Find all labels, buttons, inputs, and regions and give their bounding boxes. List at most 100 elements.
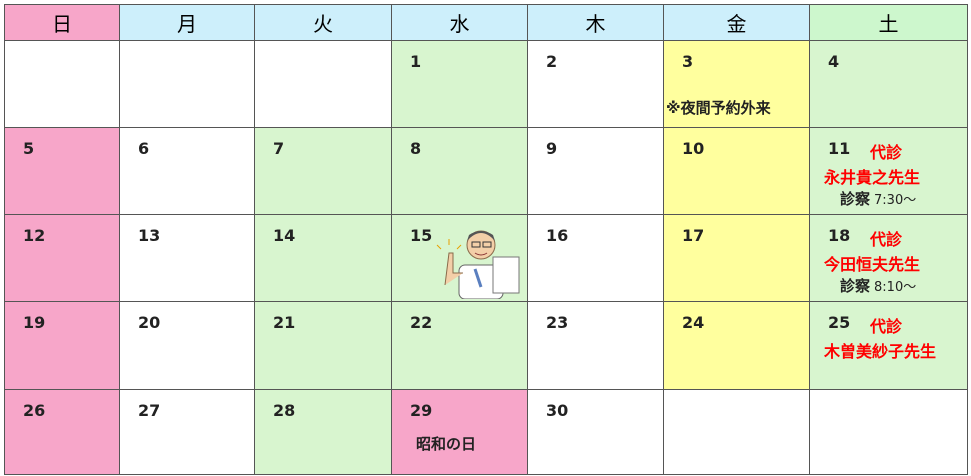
cell-content: 25 代診 木曽美紗子先生	[810, 302, 967, 389]
doctor-illustration	[436, 230, 520, 299]
day-number: 9	[546, 139, 558, 158]
cell-content: 21	[255, 302, 391, 389]
day-note: ※夜間予約外来	[666, 99, 771, 117]
day-note: 昭和の日	[416, 435, 477, 453]
cell-content: 24	[664, 302, 809, 389]
day-cell	[663, 389, 810, 475]
cell-content: 14	[255, 215, 391, 301]
day-cell: 28	[254, 389, 392, 475]
time: 7:30～	[874, 193, 917, 208]
day-number: 21	[273, 313, 296, 332]
day-cell: 3 ※夜間予約外来	[663, 40, 810, 128]
cell-content: 9	[528, 128, 663, 214]
weekday-header: 火	[254, 4, 392, 41]
cell-content: 4	[810, 41, 967, 127]
cell-content	[664, 390, 809, 474]
day-cell	[254, 40, 392, 128]
cell-content: 8	[392, 128, 527, 214]
calendar: 日月火水木金土 1 2 3 ※夜間予約外来 4 5 6 7 8 9 10 11 代診 永井貴之先生 診察 7:…	[4, 4, 968, 475]
weekday-header: 水	[391, 4, 528, 41]
week-row: 1 2 3 ※夜間予約外来 4	[4, 40, 968, 128]
day-number: 12	[23, 226, 46, 245]
cell-content: 15	[392, 215, 527, 301]
day-cell: 13	[119, 214, 255, 302]
day-cell: 26	[4, 389, 120, 475]
day-cell: 30	[527, 389, 664, 475]
day-cell: 25 代診 木曽美紗子先生	[809, 301, 968, 390]
day-cell	[119, 40, 255, 128]
cell-content: 26	[5, 390, 119, 474]
day-cell: 4	[809, 40, 968, 128]
day-number: 17	[682, 226, 705, 245]
day-number: 30	[546, 401, 569, 420]
doctor-name: 今田恒夫先生	[824, 255, 921, 274]
weekday-header: 金	[663, 4, 810, 41]
day-cell: 21	[254, 301, 392, 390]
day-cell: 9	[527, 127, 664, 215]
cell-content: 23	[528, 302, 663, 389]
cell-content	[255, 41, 391, 127]
weekday-header: 月	[119, 4, 255, 41]
day-cell: 17	[663, 214, 810, 302]
cell-content	[120, 41, 254, 127]
day-cell: 8	[391, 127, 528, 215]
cell-content: 28	[255, 390, 391, 474]
time: 8:10～	[874, 280, 917, 295]
day-number: 14	[273, 226, 296, 245]
day-cell: 5	[4, 127, 120, 215]
day-number: 16	[546, 226, 569, 245]
cell-content: 6	[120, 128, 254, 214]
day-number: 1	[410, 52, 422, 71]
cell-content	[5, 41, 119, 127]
cell-content: 2	[528, 41, 663, 127]
day-number: 20	[138, 313, 161, 332]
day-cell: 12	[4, 214, 120, 302]
day-number: 29	[410, 401, 433, 420]
day-number: 11	[828, 139, 851, 158]
day-number: 18	[828, 226, 851, 245]
day-cell: 23	[527, 301, 664, 390]
day-cell: 22	[391, 301, 528, 390]
day-cell: 16	[527, 214, 664, 302]
cell-content: 29 昭和の日	[392, 390, 527, 474]
cell-content: 1	[392, 41, 527, 127]
day-cell	[809, 389, 968, 475]
week-row: 12 13 14 15 16 17 18 代診 今田恒夫先生 診察 8:10～	[4, 214, 968, 302]
doctor-name: 木曽美紗子先生	[824, 342, 937, 361]
week-row: 19 20 21 22 23 24 25 代診 木曽美紗子先生	[4, 301, 968, 390]
day-number: 19	[23, 313, 46, 332]
day-number: 15	[410, 226, 433, 245]
cell-content	[810, 390, 967, 474]
day-cell: 27	[119, 389, 255, 475]
day-number: 13	[138, 226, 161, 245]
day-cell: 29 昭和の日	[391, 389, 528, 475]
exam-label: 診察	[840, 190, 871, 208]
cell-content: 17	[664, 215, 809, 301]
cell-content: 7	[255, 128, 391, 214]
day-cell: 1	[391, 40, 528, 128]
cell-content: 11 代診 永井貴之先生 診察 7:30～	[810, 128, 967, 214]
day-cell: 19	[4, 301, 120, 390]
day-number: 7	[273, 139, 285, 158]
exam-time: 診察 8:10～	[840, 275, 916, 296]
day-number: 22	[410, 313, 433, 332]
day-cell: 18 代診 今田恒夫先生 診察 8:10～	[809, 214, 968, 302]
calendar-body: 1 2 3 ※夜間予約外来 4 5 6 7 8 9 10 11 代診 永井貴之先生 診察 7:30～ 12 13 1…	[4, 40, 968, 475]
cell-content: 5	[5, 128, 119, 214]
cell-content: 27	[120, 390, 254, 474]
day-number: 5	[23, 139, 35, 158]
day-cell: 15	[391, 214, 528, 302]
day-cell: 20	[119, 301, 255, 390]
cell-content: 18 代診 今田恒夫先生 診察 8:10～	[810, 215, 967, 301]
day-number: 3	[682, 52, 694, 71]
day-cell: 7	[254, 127, 392, 215]
day-number: 24	[682, 313, 705, 332]
day-number: 23	[546, 313, 569, 332]
day-number: 2	[546, 52, 558, 71]
substitute-tag: 代診	[870, 317, 903, 336]
cell-content: 30	[528, 390, 663, 474]
day-number: 4	[828, 52, 840, 71]
day-cell	[4, 40, 120, 128]
day-cell: 2	[527, 40, 664, 128]
